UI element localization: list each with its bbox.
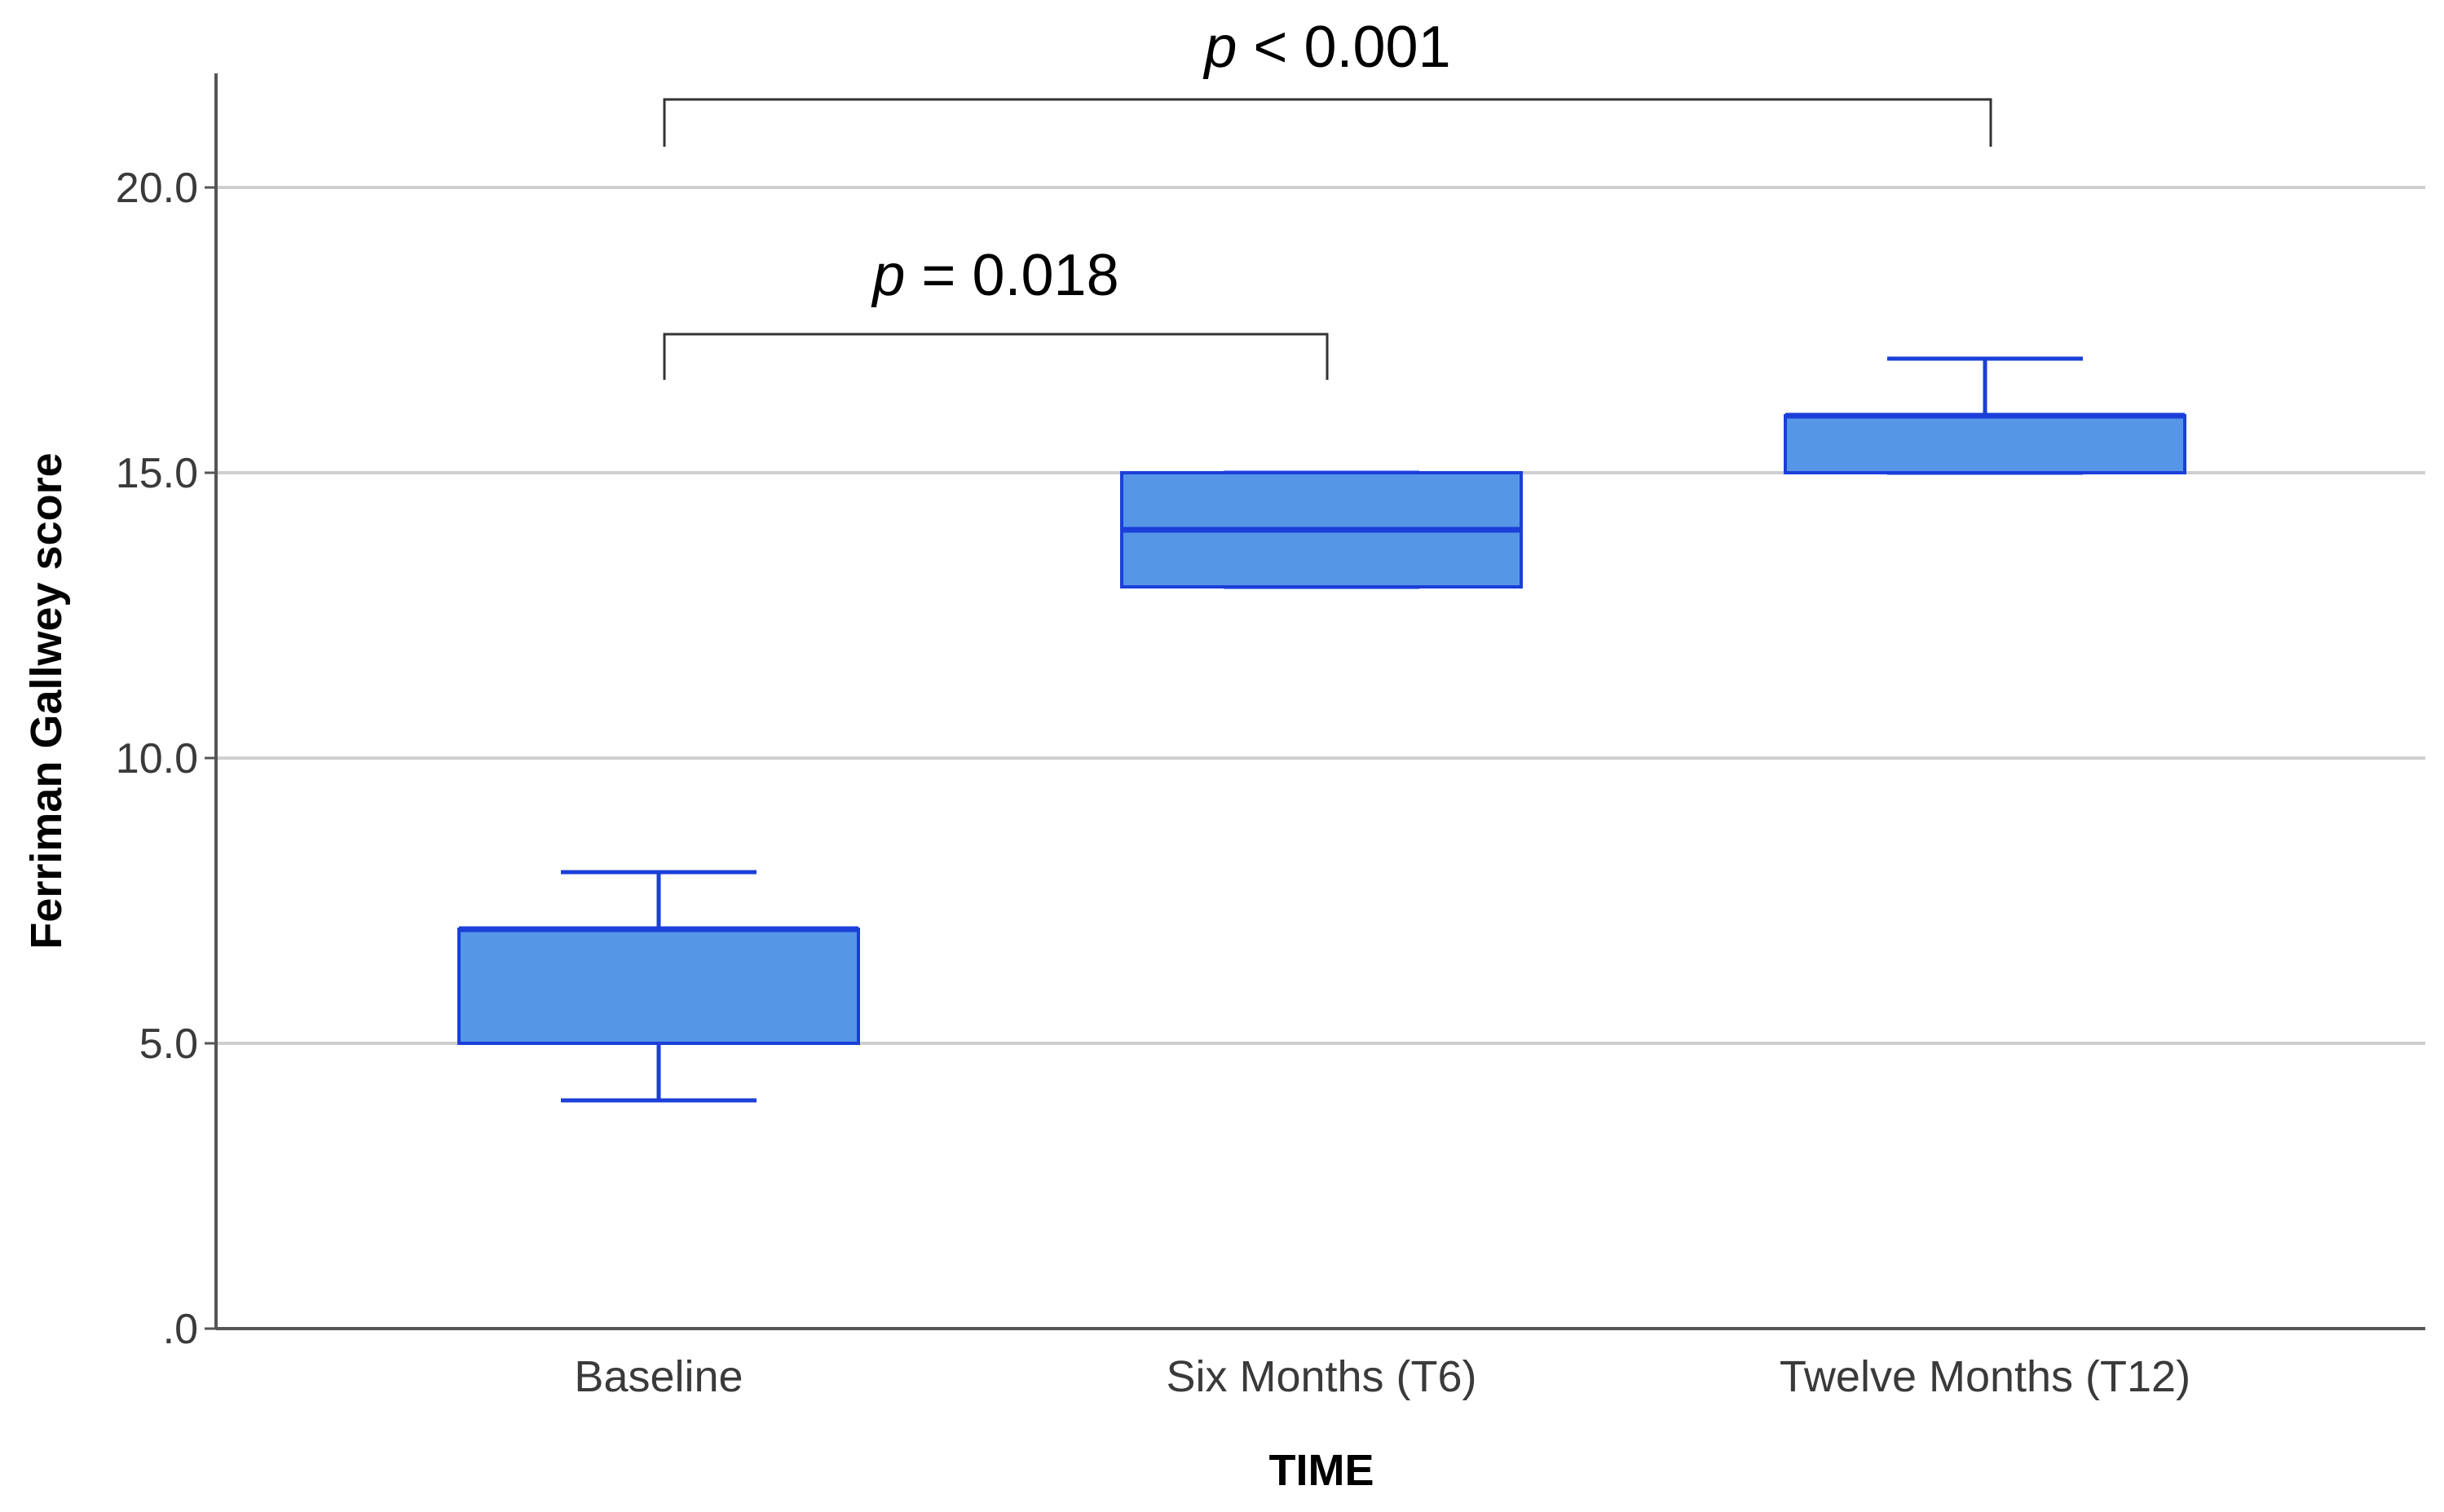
box-2 [1784,356,2186,475]
y-tick-label: .0 [163,1306,198,1353]
axes [205,73,2425,1330]
box-iqr [1784,414,2186,474]
significance-bracket: p = 0.018 [663,243,1329,380]
boxes [457,356,2186,1103]
p-value-text: < 0.001 [1237,15,1450,80]
p-value-text: = 0.018 [905,243,1118,308]
box-iqr [457,928,860,1045]
gridlines [216,186,2425,1045]
p-symbol: p [1202,15,1237,80]
box-1 [1120,470,1523,589]
p-value-label: p = 0.018 [871,243,1118,308]
y-tick-label: 20.0 [116,165,198,212]
y-tick-label: 5.0 [139,1020,198,1068]
y-axis-title: Ferriman Gallwey score [22,452,71,949]
x-category-label: Baseline [574,1352,743,1401]
significance-bracket: p < 0.001 [663,15,1992,147]
y-tick-label: 15.0 [116,450,198,497]
p-symbol: p [871,243,905,308]
p-value-label: p < 0.001 [1202,15,1450,80]
box-0 [457,870,860,1103]
y-tick-label: 10.0 [116,735,198,782]
x-category-label: Twelve Months (T12) [1780,1352,2190,1401]
x-axis-title: TIME [1269,1446,1374,1495]
labels: .0 5.0 10.0 15.0 20.0 Baseline Six Months (T6)… [22,165,2190,1495]
bracket-line [663,333,1329,380]
x-category-label: Six Months (T6) [1166,1352,1476,1401]
bracket-line [663,98,1992,147]
